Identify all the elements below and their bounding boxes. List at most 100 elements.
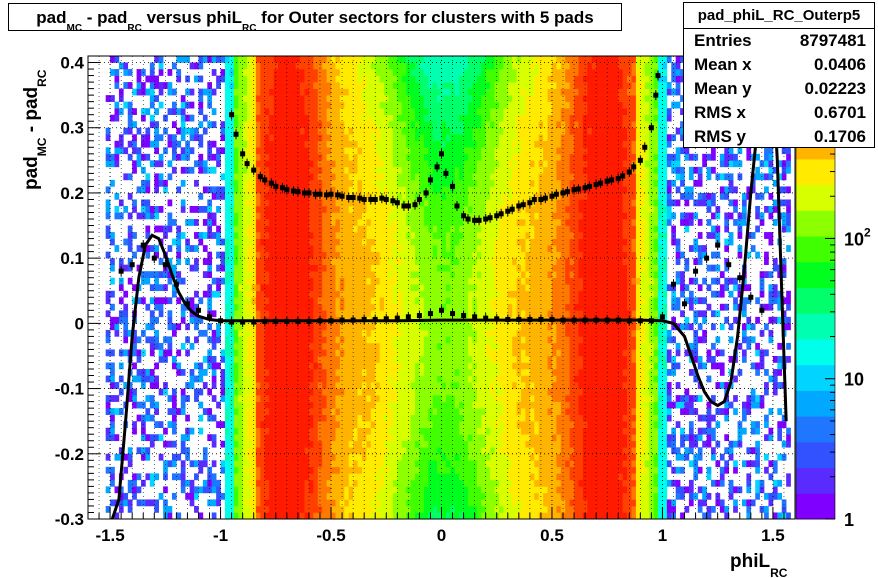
heatmap-cell (419, 408, 425, 415)
heatmap-cell (211, 355, 217, 363)
heatmap-cell (353, 166, 358, 174)
heatmap-cell (185, 219, 190, 226)
heatmap-cell (423, 114, 429, 122)
heatmap-cell (313, 75, 319, 83)
heatmap-cell (158, 453, 164, 461)
heatmap-cell (286, 329, 292, 337)
heatmap-cell (291, 460, 296, 468)
heatmap-cell (441, 362, 447, 370)
heatmap-cell (481, 492, 486, 500)
heatmap-cell (304, 388, 310, 396)
heatmap-cell (308, 336, 314, 344)
heatmap-cell (384, 408, 389, 415)
heatmap-cell (313, 69, 319, 76)
heatmap-cell (326, 401, 332, 409)
heatmap-cell (194, 362, 199, 370)
heatmap-cell (291, 153, 296, 161)
heatmap-cell (441, 232, 447, 239)
heatmap-cell (419, 219, 425, 226)
heatmap-cell (202, 355, 208, 363)
heatmap-cell (154, 375, 159, 383)
heatmap-cell (353, 323, 358, 331)
heatmap-cell (105, 453, 111, 461)
heatmap-cell (326, 258, 332, 265)
heatmap-cell (454, 447, 460, 455)
heatmap-cell (247, 414, 252, 422)
heatmap-cell (238, 362, 243, 370)
heatmap-cell (397, 179, 403, 187)
heatmap-cell (476, 284, 482, 292)
heatmap-cell (335, 56, 341, 63)
heatmap-cell (308, 56, 314, 63)
heatmap-cell (238, 297, 243, 305)
heatmap-cell (454, 173, 460, 181)
heatmap-cell (348, 479, 354, 487)
heatmap-cell (185, 434, 190, 442)
heatmap-cell (419, 284, 425, 292)
heatmap-cell (238, 453, 243, 461)
heatmap-cell (291, 349, 296, 357)
heatmap-cell (278, 395, 283, 402)
heatmap-cell (308, 414, 314, 422)
heatmap-cell (419, 108, 425, 115)
heatmap-cell (366, 355, 372, 363)
heatmap-cell (269, 427, 274, 435)
heatmap-cell (105, 349, 111, 357)
heatmap-cell (308, 408, 314, 415)
heatmap-cell (136, 127, 142, 135)
heatmap-cell (348, 505, 354, 513)
heatmap-cell (295, 95, 301, 102)
heatmap-cell (295, 434, 301, 442)
heatmap-cell (295, 219, 301, 226)
heatmap-cell (454, 69, 460, 76)
heatmap-cell (167, 134, 173, 142)
heatmap-cell (481, 310, 486, 318)
heatmap-cell (423, 271, 429, 279)
heatmap-cell (269, 153, 274, 161)
heatmap-cell (472, 114, 478, 122)
heatmap-cell (388, 303, 394, 311)
heatmap-cell (366, 88, 372, 96)
heatmap-cell (379, 160, 385, 168)
heatmap-cell (423, 147, 429, 155)
heatmap-cell (264, 166, 270, 174)
heatmap-cell (247, 56, 252, 63)
heatmap-cell (229, 134, 235, 142)
heatmap-cell (379, 186, 385, 194)
heatmap-cell (216, 486, 221, 494)
heatmap-cell (459, 75, 464, 83)
heatmap-cell (476, 147, 482, 155)
heatmap-cell (286, 219, 292, 226)
heatmap-cell (198, 56, 204, 63)
heatmap-cell (357, 69, 363, 76)
heatmap-cell (370, 153, 376, 161)
heatmap-cell (445, 212, 451, 220)
heatmap-cell (384, 153, 389, 161)
heatmap-cell (149, 342, 155, 350)
heatmap-cell (414, 395, 420, 402)
heatmap-cell (264, 466, 270, 474)
heatmap-cell (445, 186, 451, 194)
heatmap-cell (348, 434, 354, 442)
heatmap-cell (291, 408, 296, 415)
heatmap-cell (410, 336, 416, 344)
heatmap-cell (450, 238, 456, 246)
heatmap-cell (468, 388, 473, 396)
heatmap-cell (132, 427, 137, 435)
heatmap-cell (379, 355, 385, 363)
heatmap-cell (127, 505, 133, 513)
heatmap-cell (344, 440, 350, 448)
heatmap-cell (136, 160, 142, 168)
heatmap-cell (180, 199, 186, 207)
heatmap-cell (282, 401, 288, 409)
heatmap-cell (339, 453, 345, 461)
heatmap-cell (295, 486, 301, 494)
heatmap-cell (105, 486, 111, 494)
heatmap-cell (481, 147, 486, 155)
heatmap-cell (207, 258, 213, 265)
heatmap-cell (392, 69, 398, 76)
heatmap-cell (229, 414, 235, 422)
heatmap-cell (441, 88, 447, 96)
heatmap-cell (459, 284, 464, 292)
heatmap-cell (401, 486, 407, 494)
